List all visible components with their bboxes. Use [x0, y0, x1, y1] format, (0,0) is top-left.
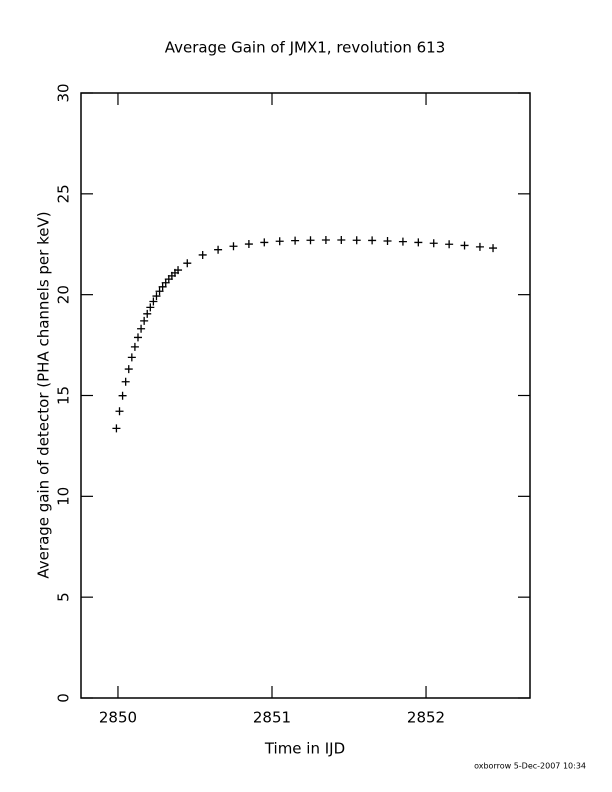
data-point	[244, 240, 253, 249]
data-point	[460, 241, 469, 250]
data-point	[398, 237, 407, 246]
data-point	[174, 266, 183, 275]
data-point	[127, 353, 136, 362]
x-tick-label: 2852	[407, 709, 445, 727]
data-point	[115, 407, 124, 416]
y-tick-label: 20	[55, 285, 73, 304]
data-point	[118, 391, 127, 400]
x-tick-label: 2851	[253, 709, 291, 727]
data-point	[321, 236, 330, 245]
data-point	[130, 342, 139, 351]
data-point	[137, 324, 146, 333]
footer: oxborrow 5-Dec-2007 10:34	[474, 762, 586, 771]
data-point	[229, 242, 238, 251]
y-tick-label: 30	[55, 83, 73, 102]
data-point	[146, 303, 155, 312]
y-tick-label: 15	[55, 386, 73, 405]
chart-title: Average Gain of JMX1, revolution 613	[165, 39, 446, 57]
data-point	[214, 245, 223, 254]
x-axis-label: Time in IJD	[264, 740, 345, 758]
data-point	[445, 240, 454, 249]
data-point	[291, 236, 300, 245]
data-point	[260, 238, 269, 247]
data-point	[140, 316, 149, 325]
x-tick-label: 2850	[99, 709, 137, 727]
data-point	[475, 242, 484, 251]
plot-frame	[80, 92, 531, 699]
data-point	[124, 365, 133, 374]
data-point	[337, 236, 346, 245]
y-axis-label: Average gain of detector (PHA channels p…	[35, 211, 53, 578]
data-point	[275, 237, 284, 246]
y-tick-label: 10	[55, 487, 73, 506]
data-point	[383, 237, 392, 246]
data-point	[152, 292, 161, 301]
data-point	[112, 424, 121, 433]
data-point	[183, 259, 192, 268]
y-tick-label: 25	[55, 184, 73, 203]
data-point	[368, 236, 377, 245]
data-point	[158, 282, 167, 291]
data-point	[143, 309, 152, 318]
data-point	[306, 236, 315, 245]
data-point	[198, 250, 207, 259]
data-point	[414, 238, 423, 247]
y-tick-label: 0	[55, 693, 73, 703]
data-point	[489, 244, 498, 253]
data-point	[429, 239, 438, 248]
data-point	[149, 297, 158, 306]
data-point	[155, 287, 164, 296]
y-tick-label: 5	[55, 592, 73, 602]
data-point	[133, 333, 142, 342]
data-point	[121, 377, 130, 386]
data-point	[352, 236, 361, 245]
